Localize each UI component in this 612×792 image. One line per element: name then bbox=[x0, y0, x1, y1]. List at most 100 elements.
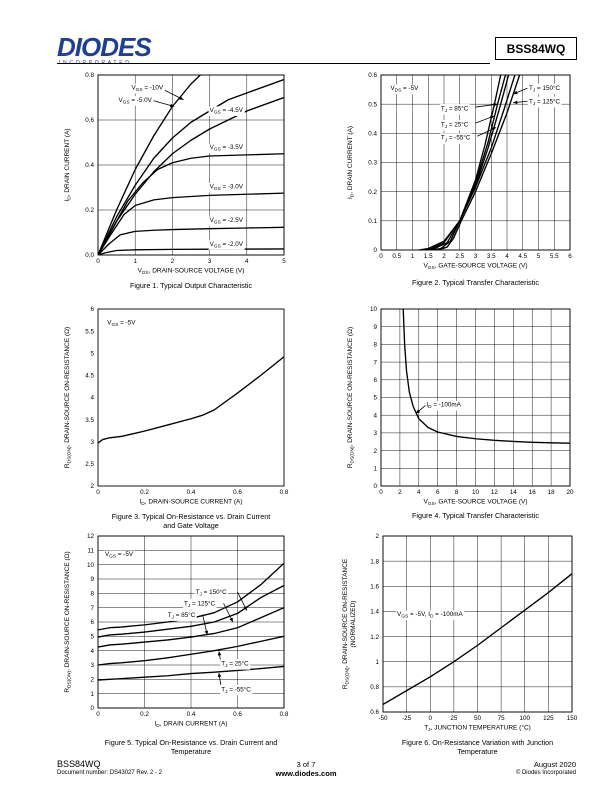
chart-5-plot-frame bbox=[97, 535, 285, 709]
chart-3-series-label-bg bbox=[106, 318, 138, 329]
chart-2-series-label-bg bbox=[439, 120, 470, 131]
chart-4-y-axis-label: RDS(ON)​, DRAIN-SOURCE ON-RESISTANCE (Ω) bbox=[347, 327, 356, 468]
chart-3-y-tick-label: 2 bbox=[90, 483, 94, 490]
chart-6-x-tick-label: -50 bbox=[378, 715, 388, 722]
chart-6-y-tick-label: 1.4 bbox=[370, 609, 379, 616]
chart-1-x-tick-label: 4 bbox=[245, 258, 249, 265]
chart-5-annotation-arrowhead bbox=[243, 606, 247, 611]
chart-2-x-tick-label: 3.5 bbox=[487, 253, 496, 260]
chart-2-annotation-arrowhead bbox=[513, 100, 518, 105]
chart-4-x-tick-label: 16 bbox=[529, 489, 537, 496]
chart-1-series-label-bg bbox=[208, 240, 245, 250]
chart-2-y-tick-label: 0 bbox=[373, 247, 377, 254]
chart-4-series-label-bg bbox=[425, 401, 463, 411]
chart-4-x-tick-label: 14 bbox=[510, 489, 518, 496]
chart-1-series-label: VGS​ = -5.0V bbox=[118, 97, 152, 106]
chart-2-x-tick-label: 1.5 bbox=[424, 253, 433, 260]
chart-5-y-tick-label: 0 bbox=[90, 705, 94, 712]
chart-4-x-tick-label: 10 bbox=[472, 489, 480, 496]
chart-2-y-tick-label: 0.2 bbox=[368, 189, 377, 196]
figure-6-caption-line-1: Figure 6. On-Resistance Variation with J… bbox=[401, 738, 554, 747]
chart-2-series-label: TJ​ = 25°C bbox=[441, 121, 469, 131]
chart-3-x-tick-label: 0 bbox=[96, 489, 100, 496]
chart-4-y-tick-label: 6 bbox=[373, 377, 377, 384]
footer-copyright: © Diodes Incorporated bbox=[515, 770, 576, 776]
chart-6-x-tick-label: 50 bbox=[474, 715, 482, 722]
chart-1-series-label-bg bbox=[208, 106, 245, 116]
chart-5-x-tick-label: 0.2 bbox=[140, 711, 149, 718]
chart-2-plot-frame bbox=[380, 74, 571, 251]
chart-3-y-axis-label: RDS(ON)​, DRAIN-SOURCE ON-RESISTANCE (Ω) bbox=[64, 327, 73, 468]
footer-url[interactable]: www.diodes.com bbox=[275, 769, 337, 778]
chart-6-series-label: VGS​ = -5V, ID​ = -100mA bbox=[397, 611, 463, 620]
chart-5-y-tick-label: 4 bbox=[90, 648, 94, 655]
chart-3-y-tick-label: 2.5 bbox=[85, 461, 94, 468]
chart-2-x-tick-label: 4.5 bbox=[518, 253, 527, 260]
chart-5-series-label: TJ​ = -55°C bbox=[221, 685, 251, 695]
chart-1-series-label: VGS​ = -3.0V bbox=[210, 183, 244, 192]
chart-5-x-axis-label: ID​, DRAIN CURRENT (A) bbox=[154, 721, 227, 730]
chart-2-y-tick-label: 0.6 bbox=[368, 72, 377, 79]
chart-2-x-tick-label: 0 bbox=[379, 253, 383, 260]
footer-page: 3 of 7 bbox=[296, 760, 316, 769]
chart-6-y-tick-label: 1.2 bbox=[370, 634, 379, 641]
footer-doc-number: Document number: DS43027 Rev. 2 - 2 bbox=[57, 770, 162, 776]
figure-3-caption-line-2: and Gate Voltage bbox=[163, 521, 219, 530]
footer-date: August 2020 bbox=[533, 760, 576, 769]
chart-5-series-label: TJ​ = 25°C bbox=[221, 660, 249, 670]
chart-1-series-4-line bbox=[98, 153, 284, 255]
chart-5-annotation-arrowhead bbox=[229, 617, 233, 622]
chart-4-series-label: ID​ = -100mA bbox=[426, 402, 461, 411]
chart-2-annotation-arrowhead bbox=[490, 115, 495, 119]
figure-2-chart: 0 0.5 1 1.5 2 2.5 3 3.5 4 4.5 5 5.5 6 0 0.1 0.2 0.3 0.4 0.… bbox=[347, 72, 572, 271]
header-rule bbox=[57, 63, 490, 64]
figure-1-chart: 0 1 2 3 4 5 0.0 0.2 0.4 0.6 0.8 VDS​, DRAIN-SOURCE … bbox=[64, 72, 286, 276]
chart-6-y-axis-label: RDS(ON)​, DRAIN-SOURCE ON-RESISTANCE bbox=[342, 558, 351, 689]
chart-2-y-tick-label: 0.5 bbox=[368, 101, 377, 108]
chart-4-x-tick-label: 4 bbox=[417, 489, 421, 496]
chart-5-y-tick-label: 9 bbox=[90, 576, 94, 583]
chart-6-y-tick-label: 1.8 bbox=[370, 558, 379, 565]
chart-6-x-tick-label: 0 bbox=[428, 715, 432, 722]
chart-6-x-tick-label: -25 bbox=[402, 715, 412, 722]
chart-4-x-tick-label: 20 bbox=[566, 489, 574, 496]
chart-1-plot-frame bbox=[97, 74, 285, 256]
chart-2-series-4-line bbox=[431, 75, 516, 250]
chart-5-y-tick-label: 8 bbox=[90, 591, 94, 598]
chart-4-y-tick-label: 3 bbox=[373, 430, 377, 437]
footer-part: BSS84WQ bbox=[57, 759, 101, 769]
chart-6-x-tick-label: 100 bbox=[519, 715, 530, 722]
chart-5-series-label-bg bbox=[103, 550, 135, 561]
figure-2-caption: Figure 2. Typical Transfer Characteristi… bbox=[412, 278, 539, 287]
chart-1-series-6-line bbox=[98, 226, 284, 255]
chart-4-y-tick-label: 0 bbox=[373, 483, 377, 490]
chart-4-x-tick-label: 2 bbox=[398, 489, 402, 496]
chart-2-x-tick-label: 5.5 bbox=[550, 253, 559, 260]
chart-4-x-tick-label: 18 bbox=[548, 489, 556, 496]
chart-6-y-tick-label: 1 bbox=[375, 659, 379, 666]
chart-1-y-tick-label: 0.2 bbox=[85, 207, 94, 214]
chart-5-x-tick-label: 0 bbox=[96, 711, 100, 718]
chart-2-series-label-bg bbox=[389, 84, 421, 95]
chart-3-y-tick-label: 6 bbox=[90, 306, 94, 313]
footer-left: BSS84WQ Document number: DS43027 Rev. 2 … bbox=[57, 760, 162, 778]
chart-2-x-tick-label: 2 bbox=[442, 253, 446, 260]
chart-4-x-tick-label: 0 bbox=[379, 489, 383, 496]
chart-4-x-tick-label: 12 bbox=[491, 489, 499, 496]
chart-5-series-label: TJ​ = 125°C bbox=[184, 599, 215, 609]
chart-1-annotation-arrowhead bbox=[169, 103, 175, 108]
chart-2-annotation-arrowhead bbox=[513, 90, 518, 95]
figure-1-caption: Figure 1. Typical Output Characteristic bbox=[129, 281, 253, 290]
logo-text: DIODES bbox=[57, 34, 152, 62]
chart-5-y-tick-label: 11 bbox=[87, 548, 94, 555]
chart-5-series-label: TJ​ = 85°C bbox=[168, 611, 196, 621]
chart-1-annotation-arrowhead bbox=[179, 96, 184, 100]
chart-1-y-tick-label: 0.6 bbox=[85, 117, 94, 124]
chart-1-series-7-line bbox=[98, 248, 284, 255]
chart-1-series-label: VGS​ = -3.5V bbox=[210, 144, 244, 153]
chart-2-series-label-bg bbox=[528, 96, 562, 108]
chart-3-x-tick-label: 0.4 bbox=[187, 489, 196, 496]
chart-6-x-axis-label: TJ​, JUNCTION TEMPERATURE (°C) bbox=[424, 724, 531, 734]
